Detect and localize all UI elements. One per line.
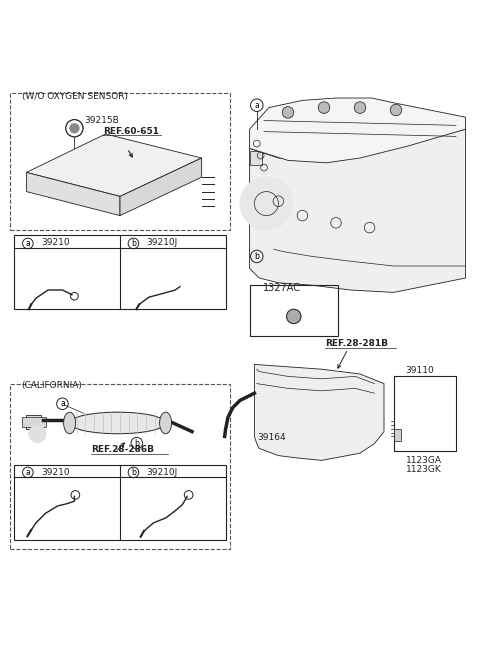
Text: REF.28-286B: REF.28-286B [91, 445, 154, 454]
Text: REF.60-651: REF.60-651 [103, 127, 159, 136]
Text: 39210: 39210 [41, 239, 70, 247]
Circle shape [70, 123, 79, 133]
Text: REF.28-281B: REF.28-281B [325, 339, 388, 348]
Text: a: a [254, 100, 259, 110]
Text: a: a [25, 239, 30, 248]
Bar [394, 376, 456, 451]
Text: a: a [60, 399, 65, 408]
Bar [14, 465, 226, 540]
Polygon shape [120, 158, 202, 216]
Text: 1327AC: 1327AC [263, 284, 300, 293]
Polygon shape [394, 429, 401, 441]
Bar [250, 285, 338, 336]
Polygon shape [22, 417, 46, 427]
Text: 39164: 39164 [257, 433, 286, 442]
Text: (W/O OXYGEN SENSOR): (W/O OXYGEN SENSOR) [22, 92, 128, 101]
Text: b: b [131, 239, 136, 248]
Ellipse shape [70, 412, 166, 434]
Bar [14, 235, 226, 309]
Bar [10, 93, 230, 230]
Polygon shape [26, 134, 202, 196]
Text: (CALIFORNIA): (CALIFORNIA) [22, 381, 83, 391]
Polygon shape [250, 151, 262, 165]
Text: 39215B: 39215B [84, 117, 119, 125]
Circle shape [240, 177, 293, 230]
Polygon shape [250, 129, 466, 292]
Polygon shape [276, 439, 286, 453]
Circle shape [318, 102, 330, 113]
Text: b: b [131, 468, 136, 477]
Text: b: b [254, 252, 259, 261]
Text: b: b [134, 439, 139, 448]
Bar [10, 383, 230, 549]
Ellipse shape [159, 412, 172, 434]
Polygon shape [26, 172, 120, 216]
Text: a: a [25, 468, 30, 477]
Text: 39210J: 39210J [146, 467, 178, 477]
Polygon shape [26, 415, 41, 429]
Text: 1123GK: 1123GK [406, 466, 441, 475]
Circle shape [354, 102, 366, 113]
Circle shape [29, 425, 46, 443]
Circle shape [287, 309, 301, 323]
Text: 1123GA: 1123GA [406, 456, 442, 465]
Circle shape [282, 107, 294, 118]
Polygon shape [254, 364, 384, 460]
Ellipse shape [63, 412, 75, 434]
Text: 39210J: 39210J [146, 239, 178, 247]
Text: 39210: 39210 [41, 467, 70, 477]
Polygon shape [250, 98, 466, 163]
Text: 39110: 39110 [406, 366, 434, 374]
Circle shape [390, 104, 402, 116]
